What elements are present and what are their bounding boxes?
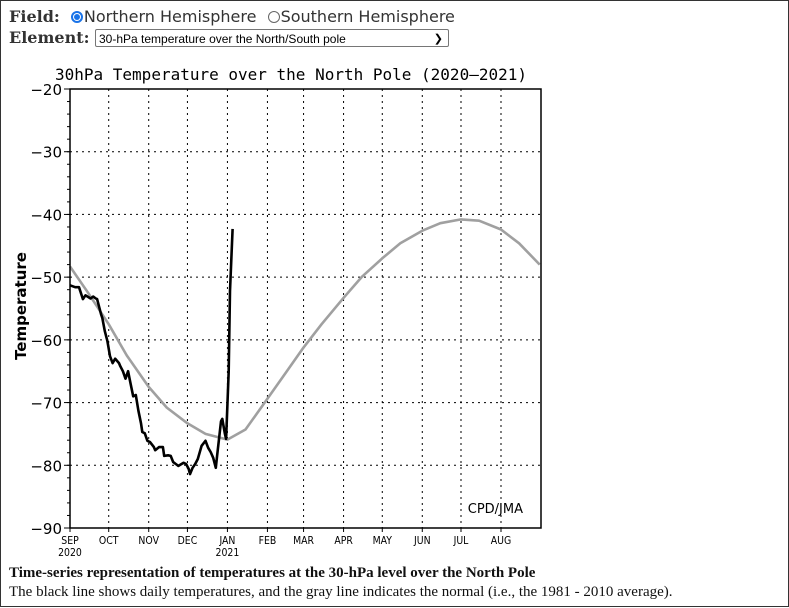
element-selected-value: 30-hPa temperature over the North/South … [99,32,346,46]
element-row: Element: 30-hPa temperature over the Nor… [9,28,449,47]
element-label: Element: [9,28,90,47]
x-tick-year-label: 2021 [216,547,240,559]
x-tick-label: APR [334,535,353,547]
y-tick-label: −20 [30,81,62,99]
x-tick-label: DEC [178,535,198,547]
x-tick-label: JUN [413,535,430,547]
y-tick-label: −90 [30,520,62,538]
x-tick-label: NOV [138,535,159,547]
caption-title: Time-series representation of temperatur… [9,565,536,581]
field-row: Field: Northern Hemisphere Southern Hemi… [9,7,455,26]
element-select[interactable]: 30-hPa temperature over the North/South … [95,29,449,47]
x-tick-year-label: 2020 [58,547,82,559]
x-tick-label: OCT [99,535,119,547]
y-tick-label: −30 [30,144,62,162]
daily-temperature-line [69,228,234,476]
y-tick-label: −50 [30,269,62,287]
y-tick-label: −40 [30,206,62,224]
radio-northern-hemisphere[interactable] [70,11,83,23]
y-tick-label: −70 [30,395,62,413]
x-tick-label: MAY [373,535,393,547]
northern-hemisphere-label[interactable]: Northern Hemisphere [83,7,257,26]
x-tick-label: JAN [219,535,236,547]
x-tick-label: AUG [491,535,512,547]
radio-southern-hemisphere[interactable] [267,11,280,23]
chevron-down-icon: ❯ [433,33,443,45]
caption-text: The black line shows daily temperatures,… [9,584,673,600]
y-axis-label: Temperature [12,252,30,360]
field-label: Field: [9,7,60,26]
y-tick-label: −60 [30,332,62,350]
southern-hemisphere-label[interactable]: Southern Hemisphere [280,7,455,26]
plot-frame [69,88,542,529]
x-tick-label: SEP [61,535,78,547]
x-tick-label: JUL [453,535,469,547]
y-tick-label: −80 [30,457,62,475]
x-tick-label: FEB [259,535,277,547]
normal-temperature-line [68,218,541,441]
credit-label: CPD/JMA [468,502,523,517]
chart-title: 30hPa Temperature over the North Pole (2… [55,65,527,84]
x-tick-label: MAR [293,535,314,547]
